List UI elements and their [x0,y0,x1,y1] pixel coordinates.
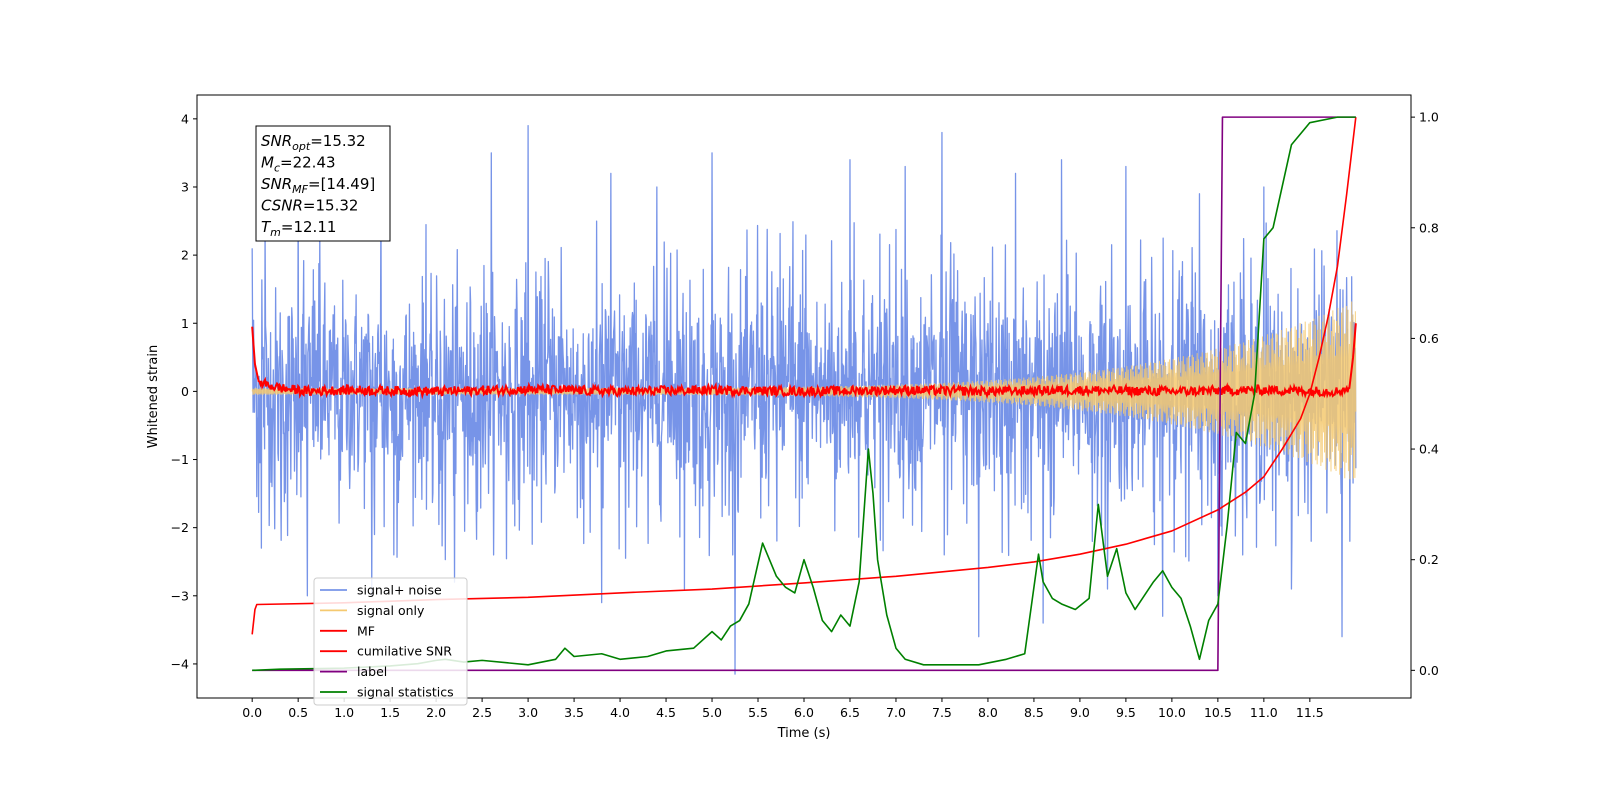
x-tick-label: 8.5 [1024,705,1044,720]
annotation-subscript: m [270,226,281,239]
y2-tick-label: 1.0 [1419,110,1439,125]
annotation-box: SNRopt=15.32Mc=22.43SNRMF=[14.49]CSNR=15… [255,125,391,242]
x-tick-label: 10.0 [1158,705,1186,720]
annotation-value: =[14.49] [308,175,375,193]
y-tick-label: −4 [171,656,189,671]
series-mf-line [251,323,1357,400]
legend: signal+ noise signal only MF cumilative SNR… [313,577,468,706]
legend-label: signal only [357,603,425,618]
y2-tick-label: 0.6 [1419,331,1439,346]
y-tick-label: −2 [171,520,189,535]
x-tick-label: 1.0 [334,705,354,720]
y2-tick-label: 0.2 [1419,552,1439,567]
x-tick-label: 0.0 [242,705,262,720]
x-tick-label: 6.5 [840,705,860,720]
x-tick-label: 7.5 [932,705,952,720]
annotation-value: =15.32 [310,132,366,150]
x-tick-label: 5.0 [702,705,722,720]
y-tick-label: 1 [181,316,189,331]
x-axis: 0.0 0.5 1.0 1.5 2.0 2.5 3.0 3.5 4.0 4.5 5.0 5.5 6.0 6… [242,698,1324,720]
series-signal-statistics-line [252,116,1356,672]
x-tick-label: 7.0 [886,705,906,720]
x-tick-label: 6.0 [794,705,814,720]
annotation-symbol: SNR [261,175,292,193]
annotation-symbol: CSNR [261,197,303,215]
y-axis-right: 0.0 0.2 0.4 0.6 0.8 1.0 [1411,110,1439,678]
y-tick-label: −3 [171,588,189,603]
x-tick-label: 0.5 [288,705,308,720]
x-tick-label: 9.5 [1116,705,1136,720]
legend-frame [313,577,468,706]
annotation-subscript: MF [292,183,308,196]
x-tick-label: 3.0 [518,705,538,720]
y-tick-label: 3 [181,179,189,194]
x-tick-label: 11.5 [1296,705,1324,720]
x-tick-label: 3.5 [564,705,584,720]
series-label-line [252,116,1356,672]
x-axis-label: Time (s) [777,726,831,741]
annotation-value: =22.43 [280,154,336,172]
x-tick-label: 4.5 [656,705,676,720]
x-tick-label: 10.5 [1204,705,1232,720]
x-tick-label: 1.5 [380,705,400,720]
legend-label: label [357,664,387,679]
legend-label: signal statistics [357,685,454,700]
x-tick-label: 5.5 [748,705,768,720]
annotation-symbol: T [261,218,272,236]
legend-label: signal+ noise [357,583,442,598]
x-tick-label: 4.0 [610,705,630,720]
y-tick-label: −1 [171,452,189,467]
annotation-line: Mc=22.43 [261,154,336,175]
annotation-line: SNRopt=15.32 [261,132,366,153]
y-axis-label: Whitened strain [146,345,161,448]
annotation-subscript: c [274,162,280,175]
legend-label: cumilative SNR [357,644,452,659]
y2-tick-label: 0.4 [1419,442,1439,457]
y-tick-label: 2 [181,248,189,263]
annotation-line: CSNR=15.32 [261,197,358,215]
annotation-symbol: M [261,154,274,172]
y-axis-left: −4 −3 −2 −1 0 1 2 3 4 [171,111,197,671]
x-tick-label: 2.0 [426,705,446,720]
legend-label: MF [357,623,375,638]
annotation-value: =15.32 [303,197,359,215]
y2-tick-label: 0.8 [1419,220,1439,235]
annotation-subscript: opt [292,140,311,153]
annotation-line: Tm=12.11 [261,218,336,239]
annotation-line: SNRMF=[14.49] [261,175,375,196]
y2-tick-label: 0.0 [1419,663,1439,678]
x-tick-label: 11.0 [1250,705,1278,720]
x-tick-label: 2.5 [472,705,492,720]
x-tick-label: 8.0 [978,705,998,720]
y-tick-label: 0 [181,384,189,399]
annotation-symbol: SNR [261,132,292,150]
y-tick-label: 4 [181,111,189,126]
x-tick-label: 9.0 [1070,705,1090,720]
annotation-value: =12.11 [281,218,337,236]
annotation-frame [255,125,391,242]
